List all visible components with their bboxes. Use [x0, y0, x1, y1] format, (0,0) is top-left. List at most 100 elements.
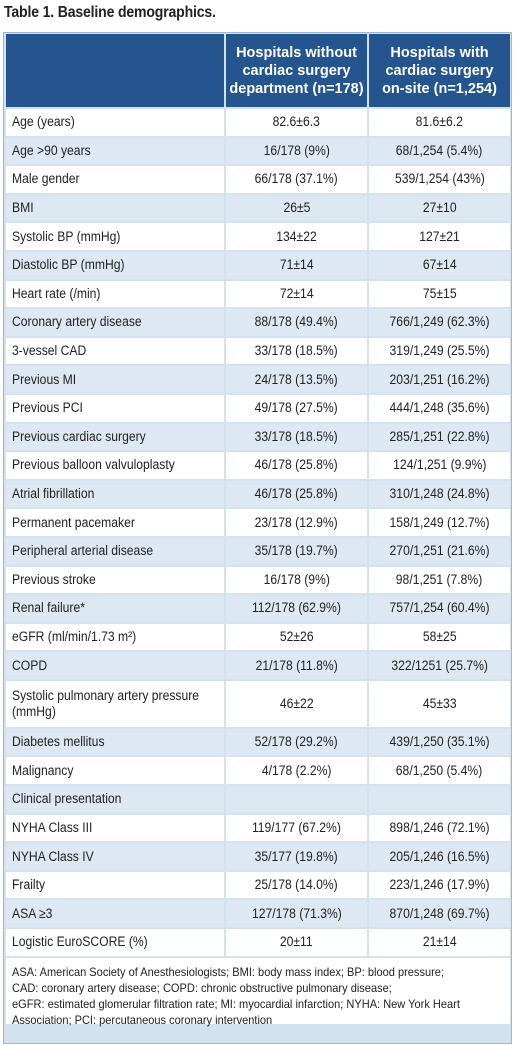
table-row: Diastolic BP (mmHg) 71±14 67±14: [6, 249, 510, 279]
cell-with-surgery: 285/1,251 (22.8%): [369, 421, 510, 451]
cell-without-surgery: 134±22: [226, 221, 369, 250]
footnote-line: Association; PCI: percutaneous coronary …: [12, 1012, 273, 1027]
cell-without-surgery: 46/178 (25.8%): [226, 450, 369, 479]
cell-without-surgery: 23/178 (12.9%): [226, 507, 369, 536]
row-label: Coronary artery disease: [6, 307, 226, 336]
table-row: Clinical presentation: [6, 784, 510, 813]
cell-with-surgery: 322/1251 (25.7%): [369, 650, 510, 679]
cell-with-surgery: 68/1,250 (5.4%): [369, 755, 510, 785]
table-row: Male gender 66/178 (37.1%) 539/1,254 (43%): [6, 164, 510, 193]
cell-with-surgery: 539/1,254 (43%): [369, 164, 510, 193]
row-label: Previous stroke: [6, 564, 226, 594]
cell-with-surgery: 127±21: [369, 221, 510, 250]
cell-without-surgery: 35/178 (19.7%): [226, 535, 369, 565]
cell-with-surgery: 58±25: [369, 621, 510, 651]
row-label: Diastolic BP (mmHg): [6, 249, 226, 279]
cell-without-surgery: 16/178 (9%): [226, 135, 369, 165]
row-label: Frailty: [6, 869, 226, 899]
cell-with-surgery: 870/1,248 (69.7%): [369, 898, 510, 928]
cell-without-surgery: 49/178 (27.5%): [226, 392, 369, 422]
cell-without-surgery: 26±5: [226, 192, 369, 222]
cell-without-surgery: 119/177 (67.2%): [226, 812, 369, 842]
table-footnote: ASA: American Society of Anesthesiologis…: [6, 957, 510, 1027]
cell-with-surgery: 21±14: [369, 927, 510, 956]
table-row: ASA ≥3 127/178 (71.3%) 870/1,248 (69.7%): [6, 898, 510, 928]
row-label: Male gender: [6, 164, 226, 193]
row-label: NYHA Class IV: [6, 841, 226, 870]
cell-without-surgery: 25/178 (14.0%): [226, 869, 369, 899]
table-row: Renal failure* 112/178 (62.9%) 757/1,254 (…: [6, 593, 510, 622]
cell-with-surgery: 158/1,249 (12.7%): [369, 507, 510, 536]
table-container: Hospitals without cardiac surgery departme…: [3, 32, 512, 1044]
table-row: Frailty 25/178 (14.0%) 223/1,246 (17.9%): [6, 869, 510, 899]
row-label: 3-vessel CAD: [6, 335, 226, 365]
cell-without-surgery: 71±14: [226, 249, 369, 279]
cell-with-surgery: 444/1,248 (35.6%): [369, 392, 510, 422]
table-row: Atrial fibrillation 46/178 (25.8%) 310/1,2…: [6, 478, 510, 508]
row-label: Atrial fibrillation: [6, 478, 226, 508]
table-row: COPD 21/178 (11.8%) 322/1251 (25.7%): [6, 650, 510, 679]
row-label: Previous MI: [6, 364, 226, 393]
cell-with-surgery: 124/1,251 (9.9%): [369, 450, 510, 479]
table-row: Logistic EuroSCORE (%) 20±11 21±14: [6, 927, 510, 956]
cell-without-surgery: 46±22: [226, 678, 369, 727]
row-label: Permanent pacemaker: [6, 507, 226, 536]
cell-with-surgery: 45±33: [369, 678, 510, 727]
cell-with-surgery: 68/1,254 (5.4%): [369, 135, 510, 165]
cell-with-surgery: 27±10: [369, 192, 510, 222]
table-row: Malignancy 4/178 (2.2%) 68/1,250 (5.4%): [6, 755, 510, 785]
cell-without-surgery: 21/178 (11.8%): [226, 650, 369, 679]
header-empty: [6, 34, 226, 107]
table-row: NYHA Class IV 35/177 (19.8%) 205/1,246 (16…: [6, 841, 510, 870]
cell-without-surgery: 33/178 (18.5%): [226, 421, 369, 451]
cell-with-surgery: 75±15: [369, 278, 510, 308]
table-row: Previous balloon valvuloplasty 46/178 (25…: [6, 450, 510, 479]
table-row: Systolic pulmonary artery pressure (mmHg)…: [6, 678, 510, 727]
table-title: Table 1. Baseline demographics.: [4, 4, 216, 21]
row-label: BMI: [6, 192, 226, 222]
row-label: Age (years): [6, 107, 226, 136]
cell-without-surgery: 66/178 (37.1%): [226, 164, 369, 193]
row-label: ASA ≥3: [6, 898, 226, 928]
cell-without-surgery: 35/177 (19.8%): [226, 841, 369, 870]
table-row: Heart rate (/min) 72±14 75±15: [6, 278, 510, 308]
cell-with-surgery: 81.6±6.2: [369, 107, 510, 136]
row-label: Clinical presentation: [6, 784, 226, 813]
cell-without-surgery: 4/178 (2.2%): [226, 755, 369, 785]
header-hospitals-without: Hospitals without cardiac surgery departme…: [226, 34, 369, 107]
footnote-line: ASA: American Society of Anesthesiologis…: [12, 964, 445, 979]
cell-without-surgery: 82.6±6.3: [226, 107, 369, 136]
table-row: Previous stroke 16/178 (9%) 98/1,251 (7.8%…: [6, 564, 510, 594]
cell-with-surgery: 203/1,251 (16.2%): [369, 364, 510, 393]
table-row: Coronary artery disease 88/178 (49.4%) 766…: [6, 307, 510, 336]
cell-with-surgery: 310/1,248 (24.8%): [369, 478, 510, 508]
cell-with-surgery: 270/1,251 (21.6%): [369, 535, 510, 565]
row-label: Logistic EuroSCORE (%): [6, 927, 226, 956]
row-label: Systolic BP (mmHg): [6, 221, 226, 250]
table-row: Previous PCI 49/178 (27.5%) 444/1,248 (35.…: [6, 392, 510, 422]
cell-without-surgery: 52±26: [226, 621, 369, 651]
demographics-table: Hospitals without cardiac surgery departme…: [6, 34, 510, 956]
row-label: Age >90 years: [6, 135, 226, 165]
table-row: 3-vessel CAD 33/178 (18.5%) 319/1,249 (25.…: [6, 335, 510, 365]
cell-without-surgery: 88/178 (49.4%): [226, 307, 369, 336]
cell-without-surgery: 46/178 (25.8%): [226, 478, 369, 508]
cell-without-surgery: 112/178 (62.9%): [226, 593, 369, 622]
row-label: Previous cardiac surgery: [6, 421, 226, 451]
cell-with-surgery: 223/1,246 (17.9%): [369, 869, 510, 899]
cell-with-surgery: 757/1,254 (60.4%): [369, 593, 510, 622]
table-row: Peripheral arterial disease 35/178 (19.7%…: [6, 535, 510, 565]
cell-without-surgery: 16/178 (9%): [226, 564, 369, 594]
table-row: BMI 26±5 27±10: [6, 192, 510, 222]
table-row: eGFR (ml/min/1.73 m²) 52±26 58±25: [6, 621, 510, 651]
row-label: Malignancy: [6, 755, 226, 785]
row-label: Peripheral arterial disease: [6, 535, 226, 565]
cell-with-surgery: [369, 784, 510, 813]
row-label: eGFR (ml/min/1.73 m²): [6, 621, 226, 651]
row-label: Previous PCI: [6, 392, 226, 422]
row-label: Previous balloon valvuloplasty: [6, 450, 226, 479]
row-label: Heart rate (/min): [6, 278, 226, 308]
cell-with-surgery: 98/1,251 (7.8%): [369, 564, 510, 594]
cell-without-surgery: 52/178 (29.2%): [226, 726, 369, 756]
cell-with-surgery: 898/1,246 (72.1%): [369, 812, 510, 842]
